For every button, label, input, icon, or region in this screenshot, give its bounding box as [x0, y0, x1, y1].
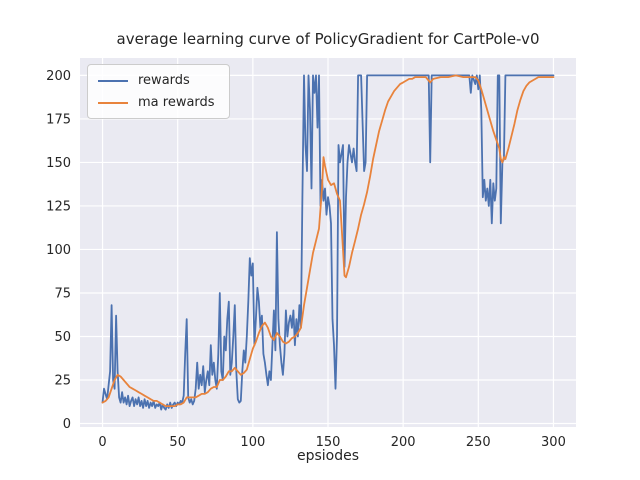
legend-label-rewards: rewards	[138, 73, 190, 88]
ma-rewards-line-sample	[98, 101, 128, 104]
y-tick-label: 0	[63, 417, 71, 432]
ma-rewards-line	[101, 74, 555, 408]
x-tick-label: 300	[541, 435, 566, 450]
x-tick-label: 0	[98, 435, 106, 450]
rewards-line	[101, 74, 555, 411]
y-tick-label: 25	[54, 374, 71, 389]
y-tick-label: 75	[54, 286, 71, 301]
y-tick-label: 125	[46, 199, 71, 214]
legend: rewards ma rewards	[87, 64, 230, 119]
x-axis-label: epsiodes	[296, 448, 360, 464]
y-tick-label: 200	[46, 69, 71, 84]
y-tick-label: 150	[46, 156, 71, 171]
x-tick-label: 250	[466, 435, 491, 450]
legend-item-ma-rewards: ma rewards	[98, 95, 215, 110]
rewards-line-sample	[98, 79, 128, 82]
y-tick-label: 175	[46, 112, 71, 127]
x-tick-label: 200	[391, 435, 416, 450]
x-tick-label: 150	[316, 435, 341, 450]
y-tick-label: 100	[46, 243, 71, 258]
legend-label-ma-rewards: ma rewards	[138, 95, 215, 110]
legend-item-rewards: rewards	[98, 73, 215, 88]
x-tick-label: 50	[169, 435, 186, 450]
x-tick-label: 100	[240, 435, 265, 450]
chart-title: average learning curve of PolicyGradient…	[116, 30, 540, 48]
y-tick-label: 50	[54, 330, 71, 345]
